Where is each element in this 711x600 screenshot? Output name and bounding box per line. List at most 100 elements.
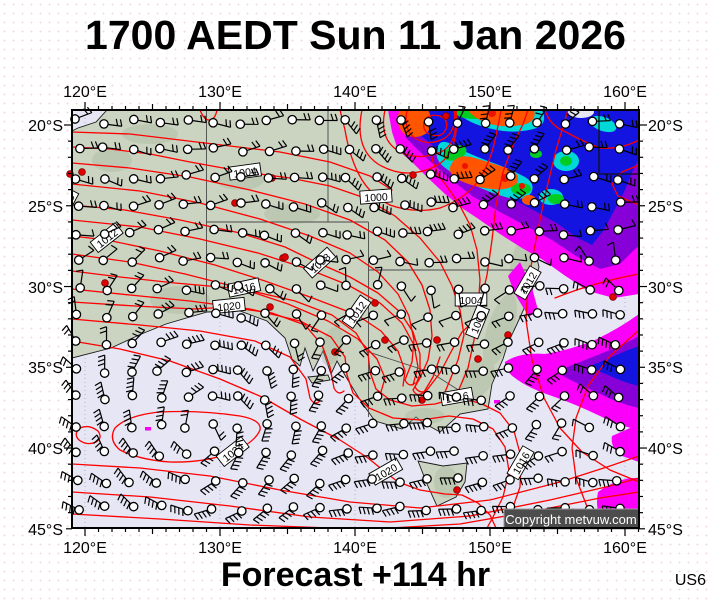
lat-axis-label: 40°S xyxy=(28,441,63,458)
wind-barb xyxy=(167,471,190,485)
wind-barb xyxy=(383,393,407,406)
wind-barb xyxy=(59,356,82,374)
wind-barb xyxy=(236,194,260,208)
wind-barb xyxy=(436,337,460,352)
lat-axis-label: 25°S xyxy=(28,199,63,216)
wind-barb xyxy=(75,269,86,293)
wind-barb xyxy=(612,175,636,187)
wind-barb xyxy=(529,131,545,154)
wind-barb xyxy=(372,226,396,238)
wind-barb xyxy=(208,137,232,153)
lat-axis-label: 20°S xyxy=(28,118,63,135)
wind-barb xyxy=(316,197,340,214)
wind-barb xyxy=(129,114,153,125)
wind-barb xyxy=(94,381,110,405)
wind-barb xyxy=(464,477,488,494)
wind-barb xyxy=(550,391,570,413)
wind-barb xyxy=(524,364,542,387)
wind-barb xyxy=(479,222,504,236)
wind-barb xyxy=(127,326,146,349)
wind-barb xyxy=(480,257,504,267)
wind-barb xyxy=(264,140,288,157)
wind-barb xyxy=(154,244,177,263)
wind-barb xyxy=(395,144,417,163)
wind-barb xyxy=(560,108,580,129)
wind-barb xyxy=(232,391,254,410)
wind-barb xyxy=(490,363,514,378)
wind-barb xyxy=(139,470,162,488)
wind-barb xyxy=(200,476,221,496)
wind-barb xyxy=(61,501,84,515)
wind-barb xyxy=(93,408,110,432)
station-dot xyxy=(409,171,417,179)
wind-barb xyxy=(425,169,449,182)
wind-barb xyxy=(546,337,569,356)
wind-barb xyxy=(126,271,145,294)
wind-barb xyxy=(435,446,459,459)
wind-barb xyxy=(529,162,549,184)
wind-barb xyxy=(178,195,202,210)
isobar-line xyxy=(72,131,393,191)
station-dot xyxy=(453,486,461,494)
rain-speck xyxy=(145,427,151,431)
wind-barb xyxy=(128,144,152,156)
wind-barb xyxy=(232,365,254,385)
isobar-line xyxy=(72,455,639,509)
wind-barb xyxy=(545,283,569,296)
wind-barb xyxy=(462,395,487,407)
wind-barb xyxy=(91,434,110,457)
wind-barb xyxy=(156,330,179,348)
wind-barb xyxy=(287,113,311,125)
wind-barb xyxy=(559,199,583,209)
wind-barb xyxy=(544,446,567,463)
wind-barb xyxy=(259,230,283,243)
wind-barb xyxy=(574,476,598,488)
wind-barb xyxy=(289,338,305,362)
wind-barb xyxy=(422,222,446,237)
wind-barb xyxy=(183,382,205,402)
wind-barb xyxy=(73,245,95,265)
wind-barb xyxy=(396,173,419,190)
wind-barb xyxy=(355,418,378,435)
lat-axis-label: 45°S xyxy=(648,522,683,539)
lon-axis-label: 130°E xyxy=(198,540,242,557)
wind-barb xyxy=(259,395,275,419)
wind-barb xyxy=(424,255,448,268)
isobar-line xyxy=(382,110,457,158)
wind-barb xyxy=(576,383,599,401)
wind-barb xyxy=(519,473,544,486)
wind-barb xyxy=(155,406,167,430)
axis-ticks xyxy=(64,102,647,536)
wind-barb xyxy=(602,309,625,320)
wind-barb xyxy=(381,367,405,384)
wind-barb xyxy=(210,280,234,293)
wind-barb xyxy=(205,193,229,211)
wind-barb xyxy=(521,280,545,294)
wind-barb xyxy=(210,165,233,183)
wind-barb xyxy=(256,447,271,470)
lat-axis-label: 35°S xyxy=(28,360,63,377)
lat-axis-label: 30°S xyxy=(648,280,683,297)
isobar-line xyxy=(199,110,218,121)
wind-barb xyxy=(448,196,471,213)
wind-barb xyxy=(279,450,297,473)
isobar-line xyxy=(72,253,386,393)
wind-barb xyxy=(333,308,355,327)
wind-barb xyxy=(407,505,432,518)
wind-barb xyxy=(170,440,192,459)
wind-barb xyxy=(571,418,595,433)
wind-barb xyxy=(479,283,490,307)
wind-barb xyxy=(534,223,558,237)
wind-barb xyxy=(89,472,112,489)
wind-barb xyxy=(492,449,516,463)
wind-barb xyxy=(156,380,169,403)
lon-axis-label: 140°E xyxy=(333,84,377,101)
wind-barb xyxy=(504,104,515,128)
wind-barb xyxy=(154,143,178,154)
wind-barb xyxy=(448,138,472,155)
wind-barb xyxy=(449,170,473,184)
station-dot xyxy=(101,279,109,287)
wind-barb xyxy=(193,504,217,521)
wind-barb xyxy=(558,229,582,240)
